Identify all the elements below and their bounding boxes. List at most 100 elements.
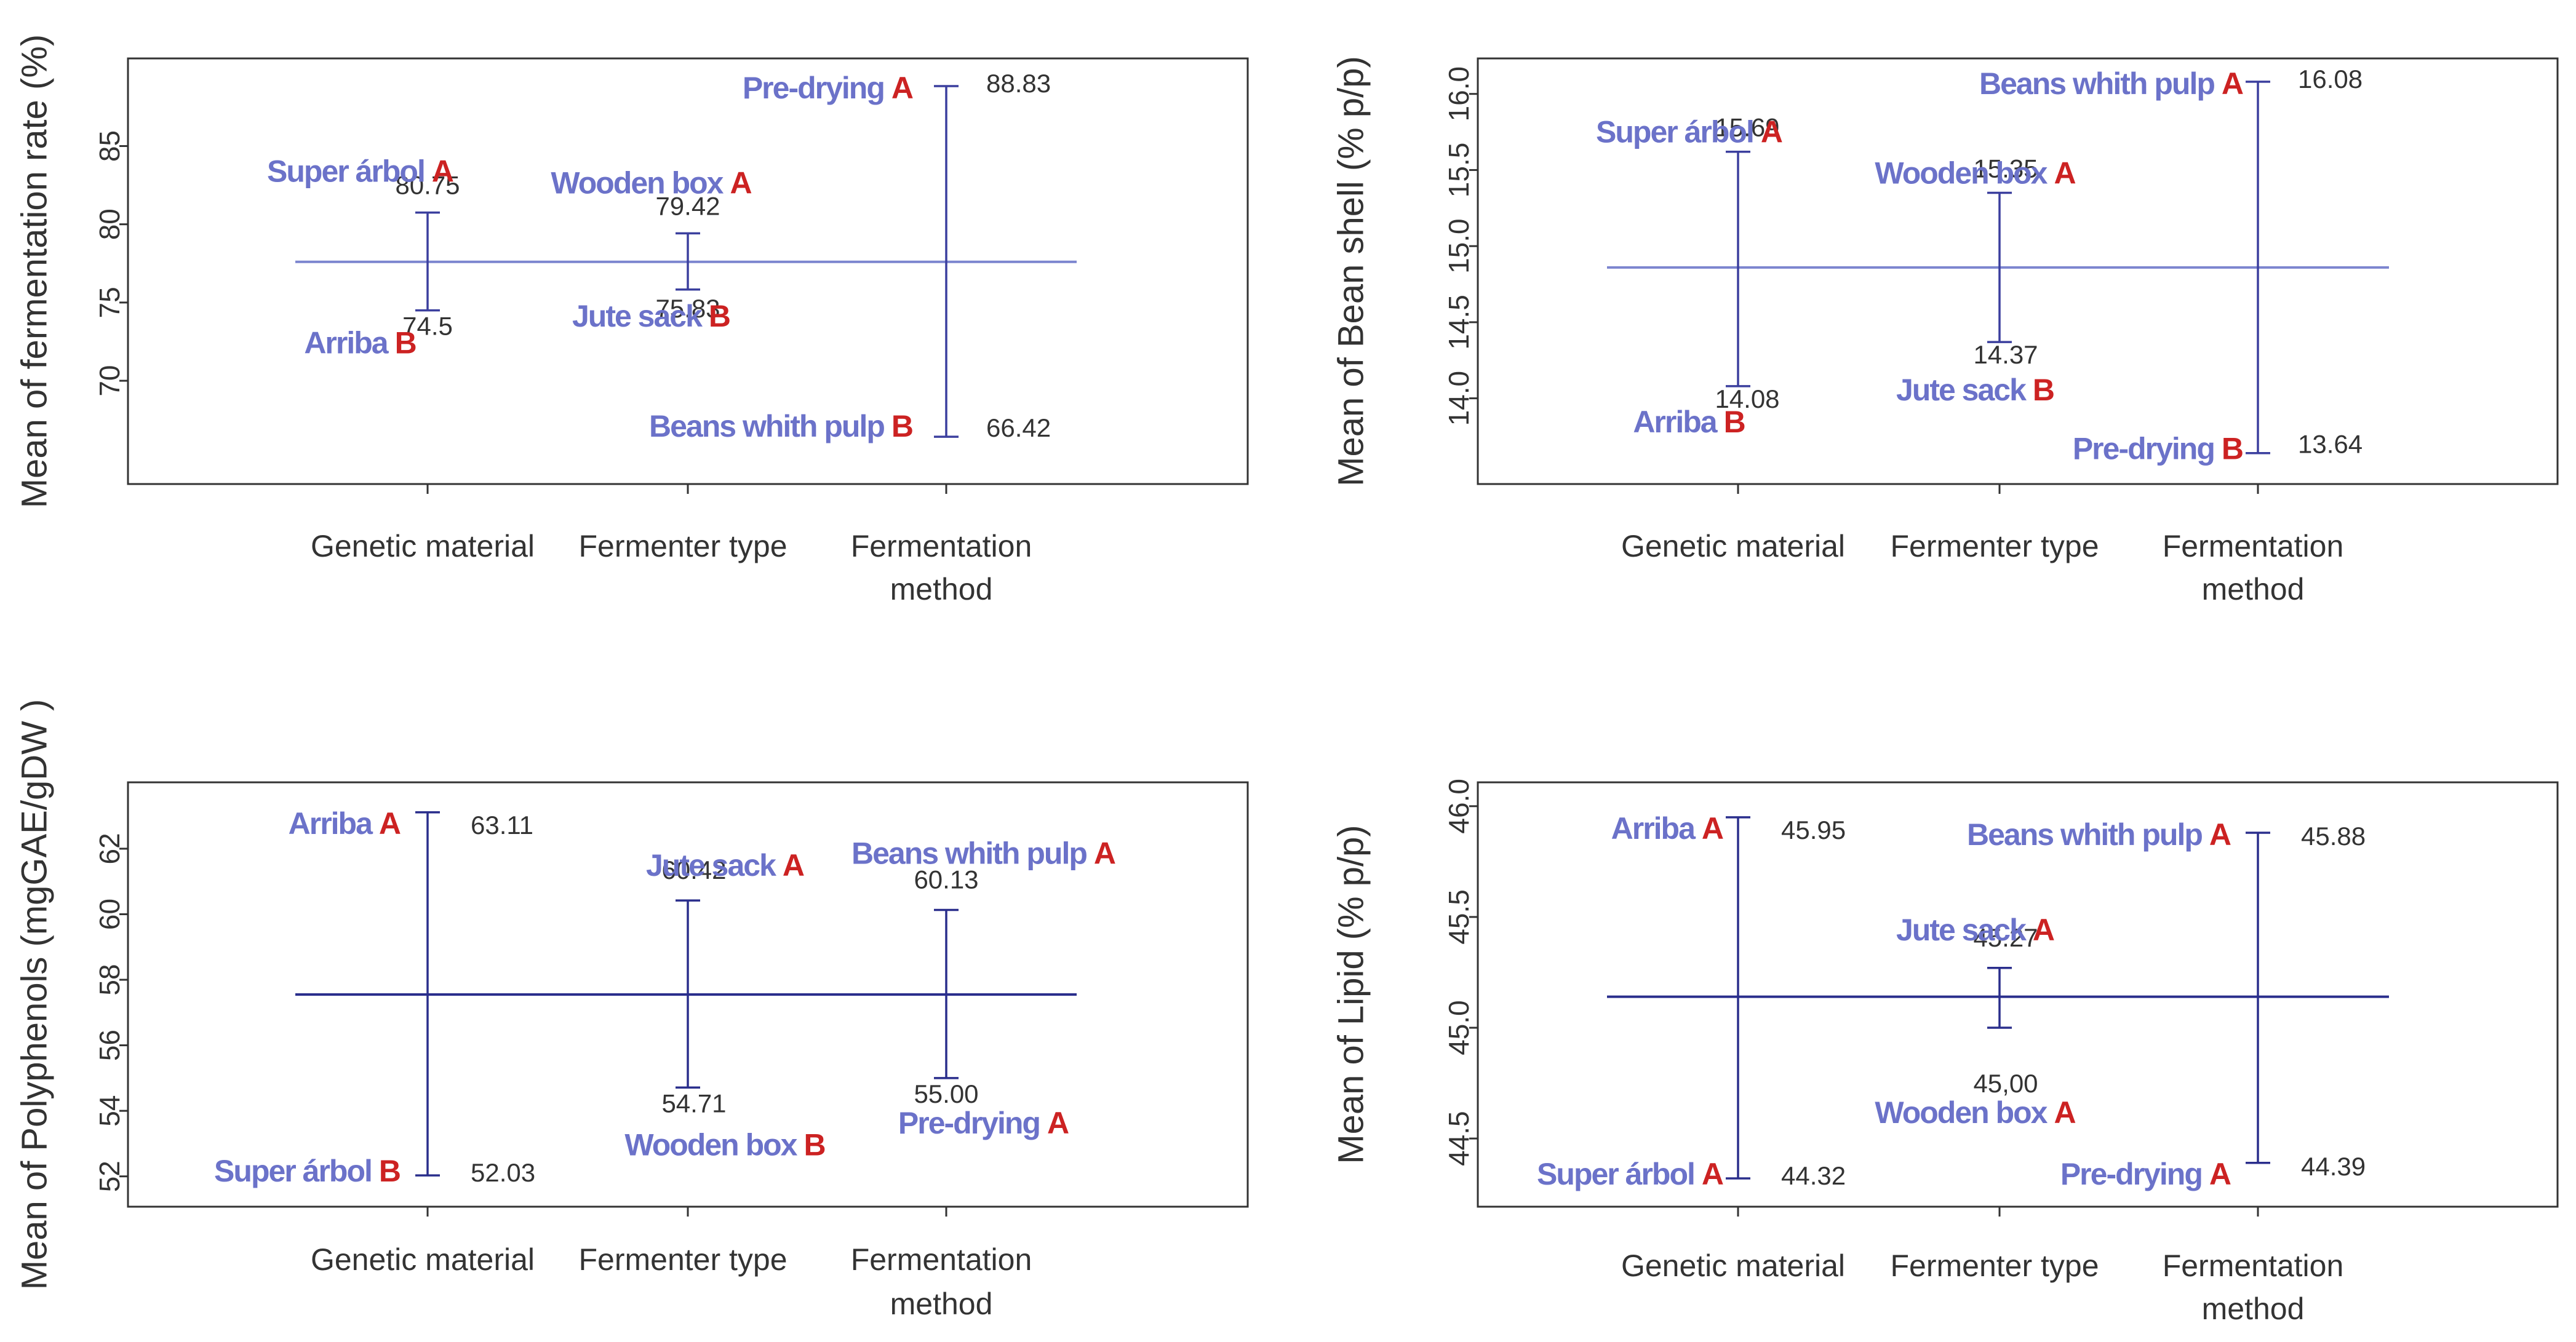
y-tick-label: 45.5 bbox=[1443, 889, 1475, 945]
group-name-bottom: Pre-drying bbox=[2073, 432, 2214, 466]
plot-frame bbox=[1477, 781, 2559, 1208]
group-name-top: Wooden box bbox=[551, 165, 724, 200]
y-tick-label: 14.0 bbox=[1443, 371, 1475, 426]
y-tick-label: 15.5 bbox=[1443, 143, 1475, 198]
significance-letter-bottom: B bbox=[2222, 432, 2243, 466]
value-label-high: 79.42 bbox=[655, 191, 720, 220]
significance-letter-top: A bbox=[379, 806, 401, 841]
x-category-label: Fermenter type bbox=[578, 529, 787, 563]
significance-letter-bottom: A bbox=[1047, 1106, 1069, 1140]
x-category-label: Fermentation bbox=[2163, 1249, 2344, 1283]
group-name-bottom: Beans whith pulp bbox=[649, 409, 884, 443]
x-category-label: Genetic material bbox=[311, 529, 535, 563]
group-label-top: Beans whith pulp A bbox=[851, 836, 1115, 871]
group-label-bottom: Beans whith pulp B bbox=[649, 409, 912, 443]
group-label-top: Beans whith pulp A bbox=[1967, 817, 2231, 852]
value-label-low: 13.64 bbox=[2298, 430, 2363, 459]
x-category-label: Genetic material bbox=[1621, 1249, 1845, 1283]
group-name-bottom: Jute sack bbox=[1896, 373, 2027, 407]
group-name-top: Super árbol bbox=[267, 154, 425, 189]
group-label-bottom: Pre-drying A bbox=[898, 1106, 1069, 1140]
y-tick-label: 70 bbox=[94, 365, 126, 396]
significance-letter-top: A bbox=[1094, 836, 1115, 871]
chart-panel-2: Mean of Bean shell (% p/p) 14.0 14.5 15.0 15… bbox=[1331, 56, 2559, 606]
significance-letter-bottom: B bbox=[379, 1154, 400, 1188]
group-label-bottom: Arriba B bbox=[304, 326, 415, 360]
significance-letter-top: A bbox=[891, 71, 913, 105]
group-label-bottom: Pre-drying B bbox=[2073, 432, 2243, 466]
y-tick-label: 45.0 bbox=[1443, 1000, 1475, 1055]
value-label-low: 66.42 bbox=[986, 413, 1051, 442]
significance-letter-bottom: B bbox=[804, 1127, 824, 1162]
value-label-low: 44.32 bbox=[1781, 1161, 1846, 1190]
significance-letter-bottom: B bbox=[709, 299, 730, 333]
group-name-bottom: Pre-drying bbox=[898, 1106, 1040, 1140]
group-name-top: Arriba bbox=[1611, 811, 1696, 846]
x-category-label: method bbox=[890, 1287, 993, 1321]
group-name-bottom: Super árbol bbox=[214, 1154, 372, 1188]
value-label-low: 52.03 bbox=[471, 1158, 535, 1187]
significance-letter-top: A bbox=[2033, 913, 2054, 947]
x-category-label: Fermenter type bbox=[1890, 529, 2099, 563]
significance-letter-top: A bbox=[1761, 115, 1782, 149]
y-tick-label: 54 bbox=[94, 1095, 126, 1127]
group-label-top: Jute sack A bbox=[1896, 913, 2054, 947]
group-name-top: Jute sack bbox=[646, 848, 776, 883]
value-label-high: 80.75 bbox=[395, 171, 460, 200]
y-tick-label: 58 bbox=[94, 964, 126, 995]
value-label-high: 15.69 bbox=[1715, 113, 1779, 142]
value-label-low: 45,00 bbox=[1973, 1069, 2038, 1098]
group-name-top: Super árbol bbox=[1596, 115, 1753, 149]
group-label-top: Pre-drying A bbox=[743, 71, 913, 105]
significance-letter-top: A bbox=[730, 165, 751, 200]
x-category-label: Fermenter type bbox=[578, 1242, 787, 1277]
x-category-label: method bbox=[890, 572, 993, 606]
group-label-top: Super árbol A bbox=[267, 154, 453, 189]
x-category-label: method bbox=[2202, 572, 2305, 606]
group-name-bottom: Arriba bbox=[1633, 405, 1718, 439]
y-tick-label: 14.5 bbox=[1443, 295, 1475, 350]
y-tick-label: 16.0 bbox=[1443, 66, 1475, 122]
y-tick-label: 46.0 bbox=[1443, 779, 1475, 834]
group-name-bottom: Arriba bbox=[304, 326, 389, 360]
value-label-high: 45.88 bbox=[2301, 822, 2366, 851]
group-name-top: Arriba bbox=[289, 806, 373, 841]
group-name-bottom: Wooden box bbox=[1875, 1095, 2048, 1130]
y-tick-label: 85 bbox=[94, 130, 126, 162]
x-category-label: Fermentation bbox=[851, 1242, 1032, 1277]
value-label-low: 14.37 bbox=[1973, 340, 2038, 369]
value-label-high: 60.42 bbox=[661, 856, 726, 884]
group-name-bottom: Jute sack bbox=[572, 299, 703, 333]
significance-letter-bottom: B bbox=[395, 326, 416, 360]
group-label-top: Wooden box A bbox=[1875, 156, 2075, 191]
y-axis-label: Mean of Polyphenols (mgGAE/gDW ) bbox=[14, 699, 54, 1290]
y-axis-label: Mean of Lipid (% p/p) bbox=[1331, 825, 1371, 1164]
value-label-low: 55.00 bbox=[914, 1079, 978, 1108]
group-name-top: Pre-drying bbox=[743, 71, 884, 105]
significance-letter-top: A bbox=[2222, 66, 2243, 101]
value-label-high: 45.27 bbox=[1973, 923, 2038, 952]
chart-panel-4: Mean of Lipid (% p/p) 44.5 45.0 45.5 46.0 Gen… bbox=[1331, 779, 2559, 1326]
significance-letter-bottom: A bbox=[2209, 1157, 2231, 1191]
y-tick-label: 75 bbox=[94, 287, 126, 318]
x-category-label: Fermenter type bbox=[1890, 1249, 2099, 1283]
significance-letter-top: A bbox=[432, 154, 453, 189]
value-label-high: 15.35 bbox=[1973, 154, 2038, 183]
y-axis-label: Mean of fermentation rate (%) bbox=[14, 34, 54, 508]
significance-letter-bottom: B bbox=[2033, 373, 2054, 407]
chart-panel-3: Mean of Polyphenols (mgGAE/gDW ) 52 54 56 58… bbox=[14, 699, 1249, 1321]
y-tick-label: 52 bbox=[94, 1161, 126, 1192]
group-name-top: Beans whith pulp bbox=[1979, 66, 2214, 101]
value-label-low: 54.71 bbox=[661, 1089, 726, 1118]
group-label-bottom: Pre-drying A bbox=[2060, 1157, 2231, 1191]
significance-letter-top: A bbox=[2209, 817, 2231, 852]
significance-letter-bottom: B bbox=[1724, 405, 1745, 439]
value-label-high: 88.83 bbox=[986, 69, 1051, 98]
x-category-label: method bbox=[2202, 1292, 2305, 1326]
group-name-bottom: Super árbol bbox=[1537, 1157, 1694, 1191]
y-tick-label: 56 bbox=[94, 1030, 126, 1061]
significance-letter-top: A bbox=[2054, 156, 2075, 191]
y-tick-label: 44.5 bbox=[1443, 1111, 1475, 1166]
y-tick-label: 60 bbox=[94, 899, 126, 930]
